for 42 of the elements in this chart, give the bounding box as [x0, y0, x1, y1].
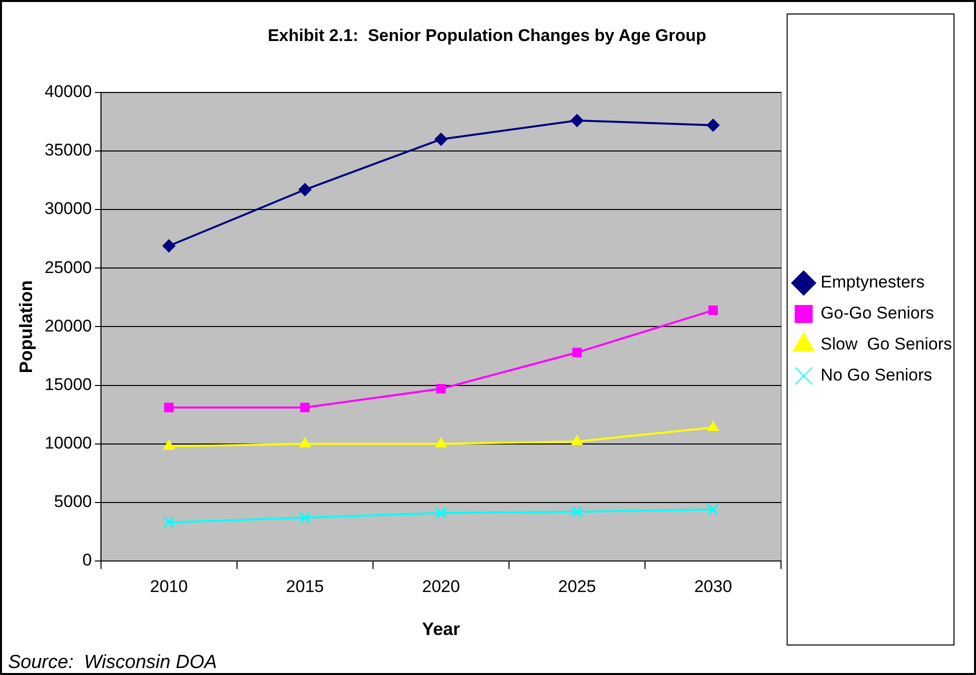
y-axis-title: Population	[16, 280, 36, 374]
point	[299, 512, 311, 524]
point	[162, 516, 175, 528]
point	[434, 132, 448, 146]
chart-title: Exhibit 2.1: Senior Population Changes by Age Group	[268, 26, 706, 45]
point	[163, 440, 175, 450]
y-tick-label: 40000	[44, 82, 92, 102]
point	[707, 420, 719, 431]
point	[571, 506, 584, 518]
y-tick-label: 25000	[44, 258, 92, 277]
legend-label: Emptynesters	[820, 272, 925, 292]
y-tick-label: 35000	[44, 140, 92, 160]
x-tick-label: 2010	[150, 576, 188, 596]
legend-label: Go-Go Seniors	[820, 304, 934, 323]
y-tick-label: 20000	[44, 316, 92, 336]
point	[706, 118, 720, 132]
x-tick-label: 2030	[694, 576, 732, 596]
point	[298, 183, 312, 196]
point	[435, 437, 447, 448]
point	[570, 114, 584, 128]
y-tick-label: 15000	[44, 374, 92, 394]
point	[572, 348, 582, 358]
legend-label: Slow Go Seniors	[820, 334, 952, 354]
x-tick-label: 2015	[286, 576, 324, 596]
source-note: Source: Wisconsin DOA	[8, 652, 217, 674]
x-tick-label: 2020	[422, 576, 460, 596]
y-tick-label: 30000	[44, 199, 92, 218]
point	[164, 402, 174, 412]
point	[571, 435, 583, 446]
y-tick-label: 0	[82, 550, 92, 570]
y-tick-label: 5000	[54, 492, 92, 512]
point	[707, 504, 720, 516]
x-tick-label: 2025	[558, 576, 596, 596]
point	[436, 384, 446, 394]
legend-label: No Go Seniors	[820, 366, 932, 385]
point	[162, 239, 176, 252]
point	[708, 306, 718, 316]
x-axis-title: Year	[422, 619, 460, 640]
y-tick-label: 10000	[44, 434, 92, 453]
point	[435, 507, 447, 519]
point	[300, 402, 310, 412]
point	[299, 437, 311, 448]
